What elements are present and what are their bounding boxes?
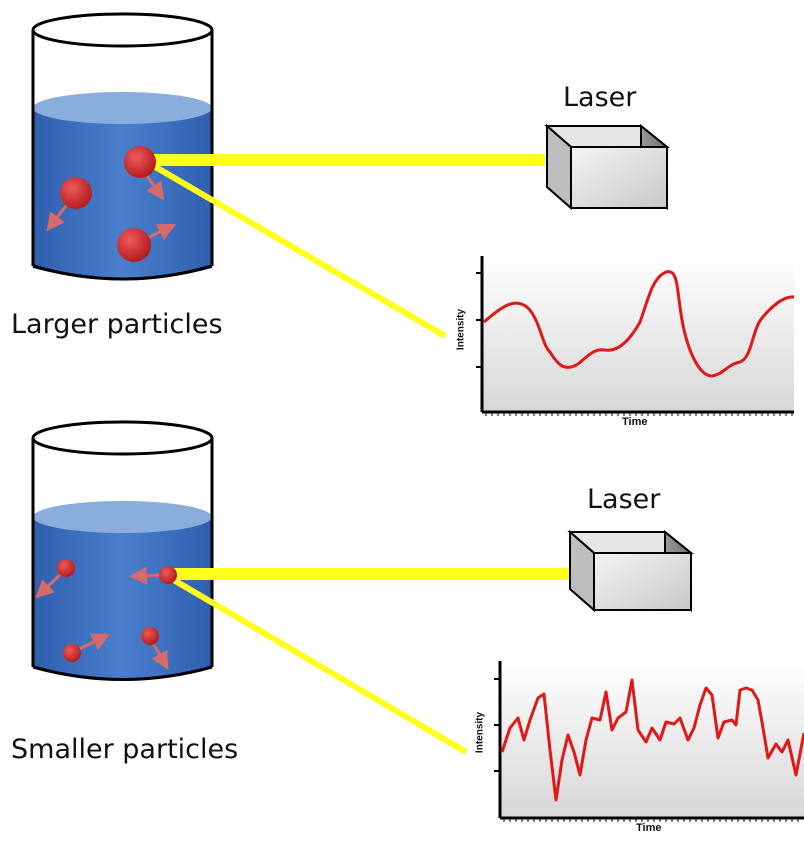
particle: [124, 146, 156, 178]
laser-box-1: [544, 123, 670, 211]
caption-smaller-particles: Smaller particles: [11, 734, 239, 765]
cuvette-2: [31, 420, 214, 681]
intensity-graph-1: [476, 256, 795, 416]
intensity-graph-2: [494, 661, 804, 822]
intensity-trace-large: [483, 270, 795, 378]
particle: [117, 228, 151, 262]
laser-label-1: Laser: [563, 82, 637, 113]
graph2-xlabel: Time: [636, 822, 662, 834]
laser-label-2: Laser: [587, 484, 661, 515]
intensity-trace-small: [500, 678, 804, 802]
particles-large: [46, 146, 177, 262]
particle: [57, 559, 75, 577]
particles-small: [35, 559, 177, 670]
laser-beam-2: [167, 568, 572, 580]
panel-smaller-particles: [31, 420, 804, 822]
panel-larger-particles: [31, 12, 795, 416]
graph2-ylabel: Intensity: [474, 711, 486, 754]
particle: [63, 644, 81, 662]
graph1-ylabel: Intensity: [455, 308, 467, 351]
graph1-xlabel: Time: [622, 416, 648, 428]
laser-beam-1: [147, 154, 545, 166]
particle: [159, 566, 177, 584]
scatter-beam-1: [145, 159, 447, 339]
particle: [141, 627, 159, 645]
particle: [60, 177, 92, 209]
laser-box-2: [567, 529, 694, 613]
scatter-beam-2: [165, 573, 468, 755]
caption-larger-particles: Larger particles: [11, 309, 223, 340]
